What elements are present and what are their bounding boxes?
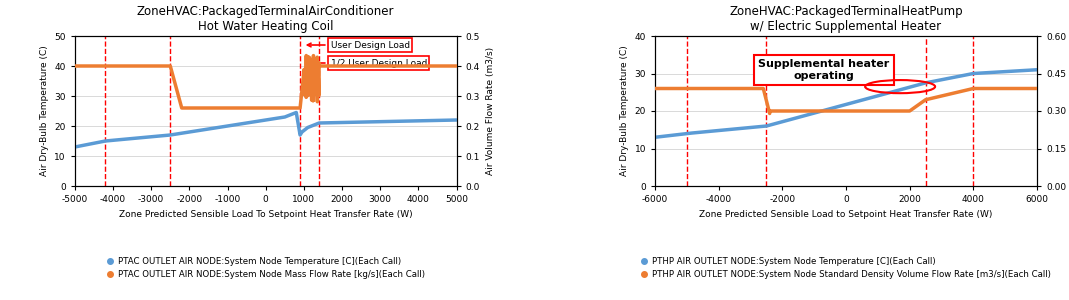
X-axis label: Zone Predicted Sensible Load to Setpoint Heat Transfer Rate (W): Zone Predicted Sensible Load to Setpoint…	[699, 210, 993, 219]
Text: Supplemental heater
operating: Supplemental heater operating	[758, 59, 889, 80]
Legend: PTAC OUTLET AIR NODE:System Node Temperature [C](Each Call), PTAC OUTLET AIR NOD: PTAC OUTLET AIR NODE:System Node Tempera…	[104, 253, 429, 283]
Text: User Design Load: User Design Load	[308, 40, 409, 50]
Text: 1/2 User Design Load: 1/2 User Design Load	[314, 58, 427, 68]
Y-axis label: Air Dry-Bulb Temperature (C): Air Dry-Bulb Temperature (C)	[620, 46, 629, 176]
Y-axis label: Air Dry-Bulb Temperature (C): Air Dry-Bulb Temperature (C)	[40, 46, 49, 176]
Title: ZoneHVAC:PackagedTerminalAirConditioner
Hot Water Heating Coil: ZoneHVAC:PackagedTerminalAirConditioner …	[137, 5, 394, 33]
Title: ZoneHVAC:PackagedTerminalHeatPump
w/ Electric Supplemental Heater: ZoneHVAC:PackagedTerminalHeatPump w/ Ele…	[729, 5, 963, 33]
Y-axis label: Air Volume Flow Rate (m3/s): Air Volume Flow Rate (m3/s)	[485, 47, 495, 175]
Legend: PTHP AIR OUTLET NODE:System Node Temperature [C](Each Call), PTHP AIR OUTLET NOD: PTHP AIR OUTLET NODE:System Node Tempera…	[637, 253, 1054, 283]
X-axis label: Zone Predicted Sensible Load To Setpoint Heat Transfer Rate (W): Zone Predicted Sensible Load To Setpoint…	[119, 210, 413, 219]
